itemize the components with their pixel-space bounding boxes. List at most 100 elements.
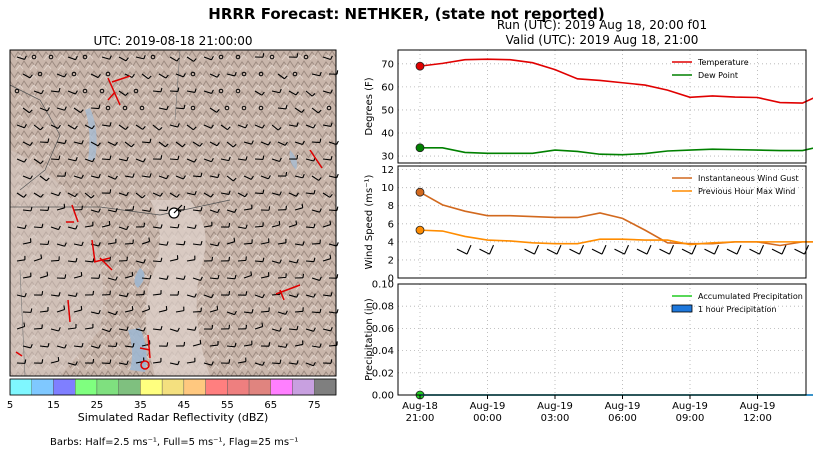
wind-barb-flag	[81, 342, 84, 348]
wind-barb-flag	[217, 274, 220, 279]
wind-barb-flag	[781, 244, 787, 255]
wind-barb-staff	[56, 345, 65, 349]
wind-barb-flag	[97, 142, 101, 147]
wind-barb-staff	[22, 209, 32, 212]
wind-barb-flag	[466, 244, 472, 255]
wind-barb-staff	[322, 294, 332, 297]
wind-barb-staff	[33, 192, 42, 198]
wind-barb-flag	[228, 223, 231, 228]
wind-barb-flag	[126, 292, 129, 297]
legend-label: Instantaneous Wind Gust	[698, 174, 799, 183]
wind-barb-flag	[40, 254, 43, 259]
wind-barb-staff	[294, 175, 303, 179]
legend-label: Accumulated Precipitation	[698, 292, 803, 301]
x-tick-label-date: Aug-19	[605, 401, 641, 412]
wind-barb-staff	[169, 258, 178, 262]
temperature-panel: 30 40 50 60 70 Degrees (F) Temperature Dew Poin…	[364, 49, 813, 164]
wind-barb-flag	[57, 124, 61, 129]
wind-barb-flag	[165, 143, 169, 148]
wind-barb-flag	[228, 190, 231, 195]
wind-barb-staff	[73, 345, 83, 348]
wind-barb-staff	[186, 56, 194, 62]
calm-marker	[139, 105, 145, 111]
wind-barb-staff	[260, 241, 269, 245]
y-tick-label: 30	[381, 152, 394, 163]
wind-barb-flag	[296, 360, 299, 365]
wind-barb-staff	[305, 260, 315, 263]
colorbar-segment	[161, 378, 185, 396]
wind-barb-flag	[267, 141, 271, 146]
gust-segment	[139, 347, 151, 351]
wind-barb-flag	[81, 174, 84, 179]
calm-marker	[37, 71, 43, 77]
wind-barb-flag	[166, 105, 169, 110]
wind-barb-staff	[524, 248, 535, 255]
calm-marker	[105, 105, 111, 111]
wind-barb-staff	[254, 362, 263, 366]
gust-segment	[309, 149, 323, 169]
wind-barb-flag	[262, 257, 265, 262]
wind-barb-staff	[243, 311, 253, 314]
wind-barb-flag	[149, 173, 152, 178]
legend-label: Temperature	[697, 58, 749, 67]
wind-barb-flag	[177, 87, 180, 92]
wind-barb-flag	[64, 139, 67, 144]
wind-barb-flag	[336, 206, 339, 211]
wind-barb-staff	[141, 209, 150, 212]
wind-barb-flag	[284, 75, 288, 80]
wind-barb-flag	[200, 240, 203, 246]
wind-barb-flag	[24, 292, 27, 298]
wind-barb-staff	[271, 90, 280, 94]
wind-barb-flag	[668, 244, 675, 255]
wind-barb-flag	[40, 160, 44, 164]
wind-barb-flag	[41, 291, 44, 296]
wind-barb-staff	[271, 192, 280, 196]
wind-barb-staff	[203, 90, 212, 94]
wind-barb-staff	[305, 124, 314, 129]
wind-barb-staff	[311, 175, 319, 181]
wind-barb-flag	[46, 177, 50, 182]
wind-barb-flag	[279, 191, 282, 196]
colorbar-label: Simulated Radar Reflectivity (dBZ)	[77, 411, 269, 424]
wind-barb-staff	[158, 141, 166, 148]
wind-barb-staff	[90, 345, 99, 349]
wind-barb-flag	[302, 140, 305, 145]
wind-barb-flag	[149, 207, 152, 212]
wind-barb-staff	[294, 343, 303, 347]
wind-barb-staff	[101, 224, 110, 228]
gust-segment	[147, 334, 151, 359]
wind-barb-flag	[319, 276, 322, 281]
wind-barb-staff	[271, 362, 281, 365]
wind-barb-staff	[175, 175, 184, 180]
wind-barb-staff	[90, 209, 99, 213]
current-value-marker	[415, 187, 425, 197]
wind-barb-flag	[330, 327, 333, 332]
wind-barb-flag	[160, 155, 163, 160]
wind-barb-staff	[186, 294, 195, 298]
wind-barb-flag	[64, 344, 67, 349]
wind-barb-staff	[33, 158, 41, 165]
wind-barb-flag	[148, 75, 152, 80]
gust-segment	[111, 75, 131, 83]
gust-segment	[99, 257, 113, 271]
wind-barb-staff	[33, 226, 43, 229]
wind-barb-staff	[294, 141, 303, 146]
wind-barb-staff	[209, 277, 219, 280]
wind-barb-staff	[33, 257, 42, 262]
wind-barb-flag	[58, 292, 61, 297]
wind-barb-flag	[149, 138, 152, 143]
wind-barb-staff	[118, 158, 127, 162]
wind-barb-flag	[250, 271, 253, 276]
wind-barb-staff	[271, 260, 280, 264]
calm-marker	[48, 54, 54, 60]
wind-barb-staff	[237, 124, 246, 129]
wind-barb-staff	[322, 124, 331, 127]
y-tick-label: 0.00	[372, 391, 394, 402]
wind-barb-staff	[169, 124, 178, 128]
colorbar-frame	[9, 378, 337, 396]
wind-barb-flag	[234, 310, 237, 315]
wind-barb-staff	[203, 294, 212, 299]
calm-marker	[235, 54, 241, 60]
wind-barb-flag	[177, 223, 180, 229]
wind-barb-flag	[183, 275, 186, 280]
